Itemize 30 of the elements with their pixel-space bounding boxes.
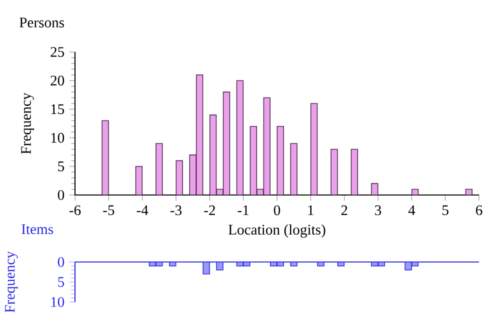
x-tick-label: -4 — [136, 205, 148, 215]
x-tick-label: 0 — [274, 205, 280, 216]
y-tick-label: 5 — [58, 277, 64, 287]
x-tick-label: 3 — [375, 205, 382, 216]
y-tick-label: 25 — [50, 47, 64, 57]
chart-title: Persons — [20, 18, 64, 28]
x-tick-label: -5 — [103, 205, 114, 216]
y-tick-label: 15 — [51, 104, 64, 114]
x-axis-title: Location (logits) — [228, 224, 326, 238]
y-axis-title: Frequency — [21, 92, 34, 154]
bar — [236, 80, 244, 195]
y-tick-label: 20 — [50, 76, 64, 86]
x-tick-label: 6 — [476, 205, 482, 216]
y-tick-label: 0 — [58, 190, 64, 200]
x-tick-label: -1 — [238, 205, 249, 216]
y-tick-label: 5 — [58, 162, 64, 172]
x-tick-label: -6 — [69, 205, 81, 216]
bar — [310, 103, 318, 195]
x-tick-label: -3 — [170, 205, 182, 216]
y-tick-label: 10 — [51, 297, 64, 307]
x-tick-label: 4 — [408, 205, 416, 215]
x-tick-label: 1 — [308, 205, 314, 216]
y-axis-title: Frequency — [5, 251, 18, 312]
bar — [135, 166, 143, 195]
x-tick-label: 5 — [442, 205, 448, 216]
y-tick-label: 0 — [58, 257, 64, 267]
x-tick-label: 2 — [341, 205, 348, 216]
y-tick-label: 10 — [51, 132, 64, 143]
x-tick-label: -2 — [204, 205, 215, 216]
chart-title: Items — [22, 224, 54, 234]
